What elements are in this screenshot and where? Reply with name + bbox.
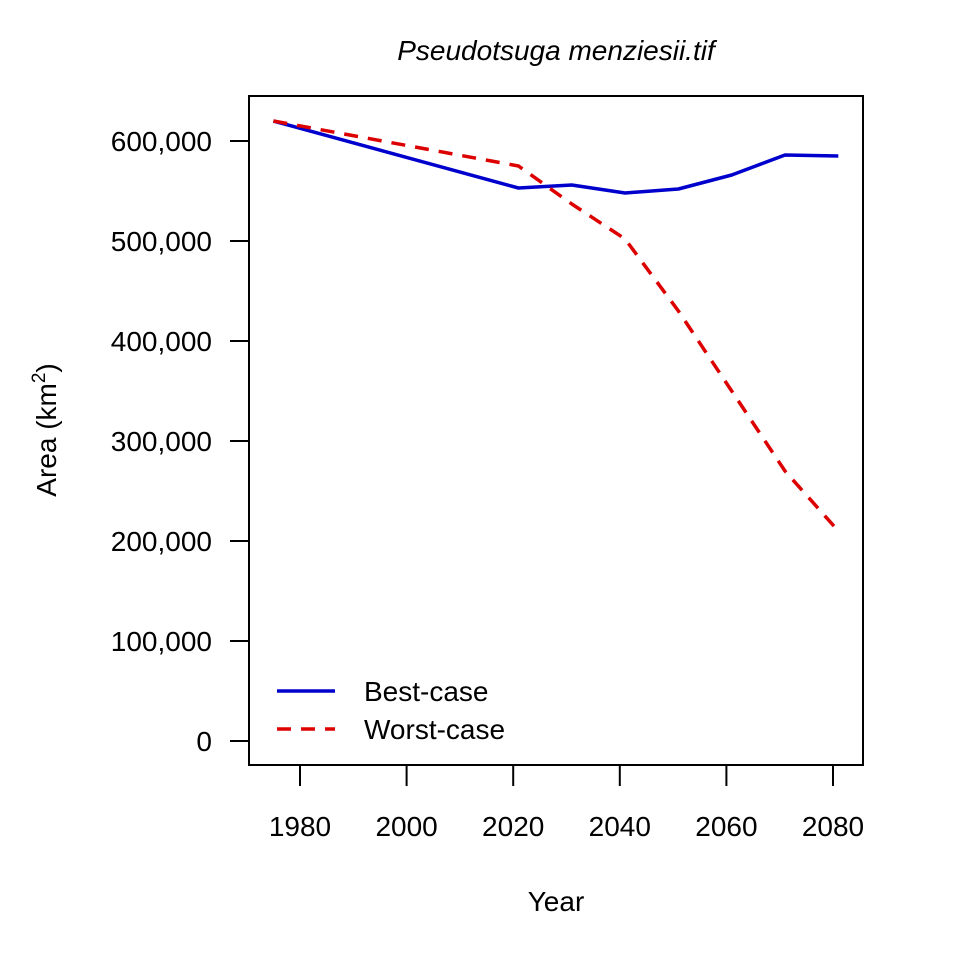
- y-tick-label: 500,000: [111, 226, 212, 257]
- y-tick-label: 600,000: [111, 126, 212, 157]
- y-axis-label-close: ): [31, 363, 62, 372]
- y-axis-label: Area (km2): [29, 363, 62, 496]
- y-tick-label: 0: [196, 726, 212, 757]
- x-tick-label: 2020: [482, 811, 544, 842]
- legend: Best-case Worst-case: [277, 676, 505, 745]
- x-tick-label: 2080: [802, 811, 864, 842]
- legend-label: Best-case: [364, 676, 489, 707]
- x-tick-label: 2000: [375, 811, 437, 842]
- x-tick-label: 2040: [589, 811, 651, 842]
- x-tick-label: 2060: [695, 811, 757, 842]
- x-axis: 1980 2000 2020 2040 2060 2080: [269, 764, 864, 842]
- y-tick-label: 400,000: [111, 326, 212, 357]
- y-axis-label-main: Area (km: [31, 383, 62, 497]
- x-tick-label: 1980: [269, 811, 331, 842]
- series-line-worst-case: [273, 119, 840, 533]
- series-layer: [272, 119, 840, 533]
- plot-frame: [248, 95, 864, 766]
- chart-title: Pseudotsuga menziesii.tif: [397, 35, 718, 66]
- y-axis-label-superscript: 2: [29, 373, 50, 384]
- legend-label: Worst-case: [364, 714, 505, 745]
- y-axis: 0 100,000 200,000 300,000 400,000 500,000 600,…: [111, 126, 250, 757]
- series-line-best-case: [272, 119, 839, 195]
- y-tick-label: 100,000: [111, 626, 212, 657]
- y-tick-label: 300,000: [111, 426, 212, 457]
- x-axis-label: Year: [528, 886, 585, 917]
- y-tick-label: 200,000: [111, 526, 212, 557]
